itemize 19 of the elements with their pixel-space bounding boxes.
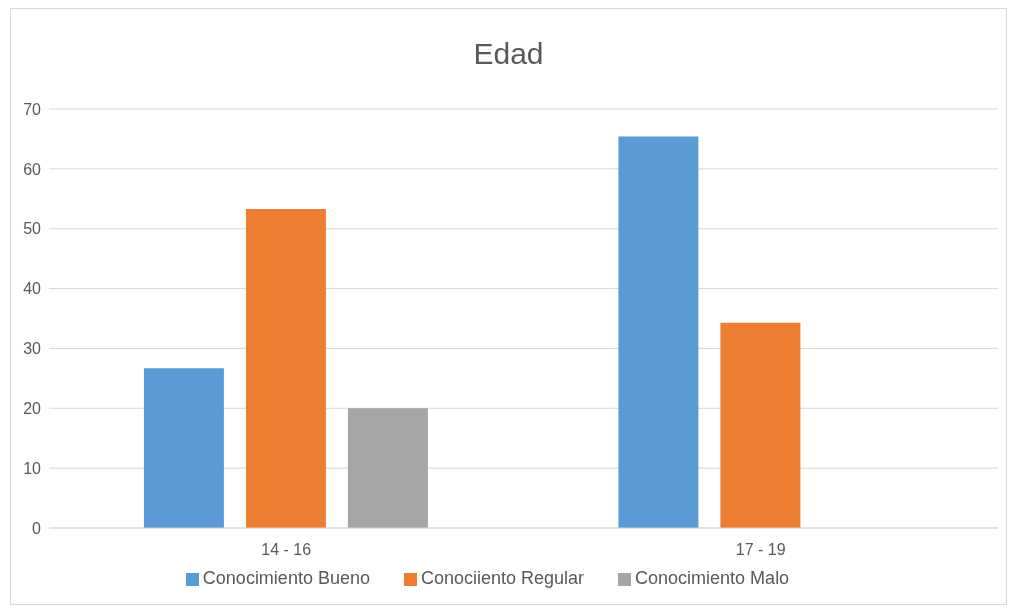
bar — [347, 408, 428, 528]
bar — [720, 322, 801, 528]
y-tick-label: 60 — [23, 160, 42, 178]
legend-label: Conocimiento Malo — [635, 568, 790, 588]
y-tick-label: 20 — [23, 399, 42, 417]
y-tick-label: 10 — [23, 459, 42, 477]
x-tick-label: 17 - 19 — [735, 541, 786, 559]
y-tick-label: 40 — [23, 280, 42, 298]
bar — [245, 208, 326, 528]
y-tick-label: 50 — [23, 220, 42, 238]
legend-label: Conocimiento Bueno — [202, 568, 370, 588]
y-tick-label: 30 — [23, 340, 42, 358]
x-tick-label: 14 - 16 — [261, 541, 312, 559]
y-tick-label: 0 — [32, 519, 42, 537]
y-tick-label: 70 — [23, 100, 42, 118]
legend-label: Conociiento Regular — [420, 568, 585, 588]
bar — [143, 368, 224, 528]
bar — [618, 136, 699, 528]
chart-title: Edad — [472, 37, 545, 71]
